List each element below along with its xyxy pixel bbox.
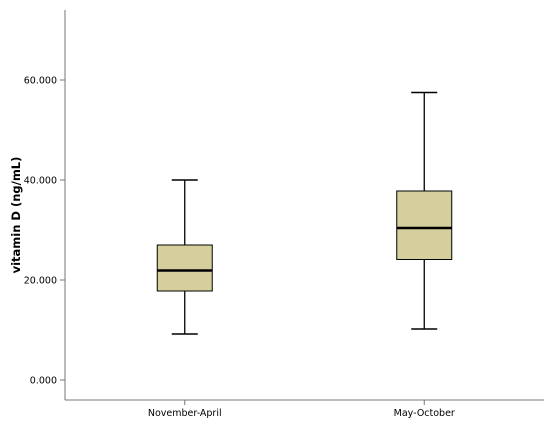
- iqr-box: [156, 244, 213, 292]
- y-tick-label: 60.000: [24, 76, 57, 87]
- y-tick-label: 40.000: [24, 176, 57, 187]
- y-axis-title: vitamin D (ng/mL): [9, 157, 23, 274]
- x-tick-label: November-April: [148, 408, 222, 419]
- x-tick-label: May-October: [394, 408, 455, 419]
- y-tick-label: 20.000: [24, 276, 57, 287]
- iqr-box: [396, 190, 453, 260]
- y-tick-label: 0.000: [30, 376, 57, 387]
